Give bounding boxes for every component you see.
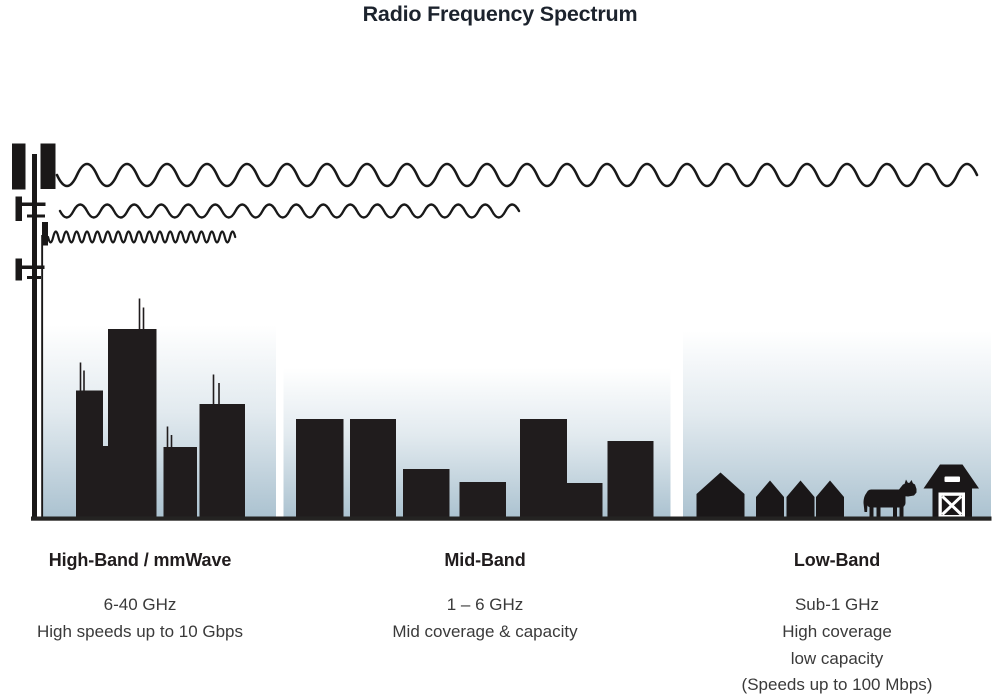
- band-frequency-mid: 1 – 6 GHz: [446, 595, 524, 614]
- cow-ear: [904, 479, 908, 484]
- tower-antenna-panel-left: [12, 143, 26, 190]
- house-2-icon: [756, 480, 784, 518]
- house-1-icon: [696, 472, 745, 518]
- cell-tower-icon: [12, 143, 56, 518]
- rural-scene: [696, 464, 979, 518]
- tower-pole: [32, 154, 37, 518]
- tower-crossbar-lower-bracket: [27, 276, 41, 279]
- band-sub-mid: 1 – 6 GHz Mid coverage & capacity: [355, 592, 615, 646]
- band-detail: (Speeds up to 100 Mbps): [741, 675, 933, 695]
- band-frequency-high: 6-40 GHz: [103, 595, 177, 614]
- band-label-mid: Mid-Band 1 – 6 GHz Mid coverage & capaci…: [355, 549, 615, 646]
- ground-line: [31, 516, 992, 521]
- band-sub-low: Sub-1 GHz High coverage low capacity (Sp…: [707, 592, 967, 699]
- cow-leg: [893, 505, 897, 518]
- cow-icon: [863, 479, 917, 518]
- spectrum-illustration: [12, 143, 992, 521]
- page-title: Radio Frequency Spectrum: [362, 2, 638, 26]
- tower-crossbar-lower: [19, 265, 45, 269]
- tower-crossbar-upper-bracket: [27, 214, 45, 218]
- mid-building-3: [403, 469, 450, 518]
- house-3-icon: [786, 480, 815, 518]
- radio-waves: [46, 162, 979, 244]
- band-label-low: Low-Band Sub-1 GHz High coverage low cap…: [707, 549, 967, 699]
- band-detail: low capacity: [790, 648, 884, 668]
- skyscraper-4: [199, 404, 245, 518]
- tower-cable: [41, 235, 44, 518]
- band-detail: High speeds up to 10 Gbps: [36, 621, 244, 641]
- mid-building-1: [296, 419, 344, 518]
- barn-icon: [923, 464, 979, 518]
- medium-wavelength-wave: [58, 203, 521, 219]
- tower-small-panel-upper: [15, 196, 22, 221]
- tower-antenna-panel-right: [40, 143, 56, 189]
- band-name-mid: Mid-Band: [444, 550, 526, 570]
- skyscraper-link: [101, 446, 111, 518]
- band-name-low: Low-Band: [793, 550, 881, 570]
- band-frequency-low: Sub-1 GHz: [794, 595, 880, 614]
- skyscraper-1: [76, 390, 103, 518]
- barn-door-cross: [941, 495, 963, 516]
- band-detail: High coverage: [782, 621, 892, 641]
- cow-leg: [899, 505, 904, 518]
- mid-building-5: [520, 419, 603, 518]
- skyscraper-2-tallest: [108, 329, 157, 518]
- mid-building-4: [459, 482, 506, 518]
- band-sub-high: 6-40 GHz High speeds up to 10 Gbps: [10, 592, 270, 646]
- mid-building-6: [607, 441, 654, 518]
- mid-building-2: [350, 419, 396, 518]
- band-detail: Mid coverage & capacity: [392, 621, 578, 641]
- tower-small-panel-lower: [15, 258, 22, 281]
- cow-leg: [869, 505, 874, 518]
- cow-leg: [876, 505, 881, 518]
- short-wavelength-wave: [46, 230, 237, 244]
- barn-loft-window: [944, 476, 960, 482]
- house-4-icon: [816, 480, 844, 518]
- skyscraper-3: [163, 447, 197, 518]
- cow-head: [897, 482, 917, 497]
- tower-crossbar-upper: [19, 202, 46, 206]
- tower-small-panel-mid: [42, 222, 48, 246]
- skyscrapers-icon: [76, 298, 245, 518]
- mid-rise-buildings-icon: [296, 419, 654, 518]
- cow-horn: [909, 480, 913, 484]
- band-label-high: High-Band / mmWave 6-40 GHz High speeds …: [10, 549, 270, 646]
- cow-body: [866, 489, 906, 508]
- rooftop-antennas: [79, 298, 220, 447]
- cow-tail: [863, 491, 872, 512]
- long-wavelength-wave: [55, 162, 979, 188]
- band-name-high: High-Band / mmWave: [48, 550, 232, 570]
